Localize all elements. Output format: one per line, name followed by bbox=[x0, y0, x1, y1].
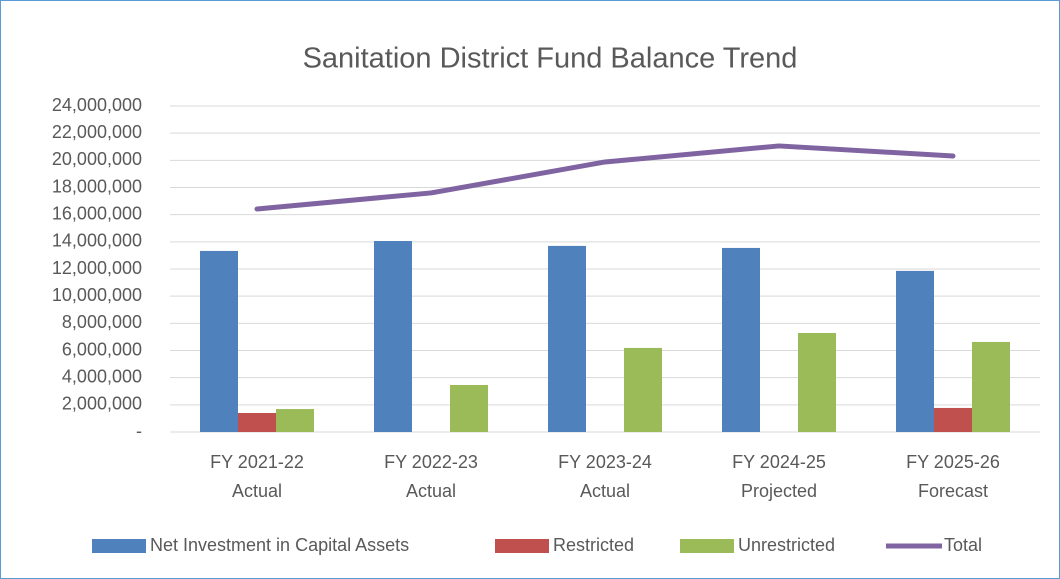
legend-swatch bbox=[495, 539, 549, 553]
y-tick-label: 10,000,000 bbox=[52, 285, 142, 305]
legend-swatch bbox=[92, 539, 146, 553]
x-tick-label: FY 2023-24 bbox=[558, 452, 652, 472]
legend-label: Net Investment in Capital Assets bbox=[150, 535, 409, 555]
y-tick-label: 16,000,000 bbox=[52, 203, 142, 223]
y-tick-label: 14,000,000 bbox=[52, 231, 142, 251]
legend-swatch bbox=[680, 539, 734, 553]
y-tick-label: 24,000,000 bbox=[52, 95, 142, 115]
x-tick-label: Actual bbox=[580, 481, 630, 501]
y-tick-label: 20,000,000 bbox=[52, 149, 142, 169]
x-tick-label: Forecast bbox=[918, 481, 988, 501]
line bbox=[254, 143, 956, 212]
chart-title: Sanitation District Fund Balance Trend bbox=[303, 43, 798, 75]
legend-label: Total bbox=[944, 535, 982, 555]
bar bbox=[722, 247, 760, 432]
x-tick-label: Projected bbox=[741, 481, 817, 501]
y-tick-label: 4,000,000 bbox=[62, 366, 142, 386]
bar bbox=[624, 347, 662, 432]
bar bbox=[896, 270, 934, 432]
bar bbox=[276, 409, 314, 432]
bar bbox=[450, 385, 488, 432]
y-tick-label: 22,000,000 bbox=[52, 122, 142, 142]
x-tick-label: FY 2022-23 bbox=[384, 452, 478, 472]
bar bbox=[972, 341, 1010, 432]
bar bbox=[798, 332, 836, 432]
bar bbox=[200, 250, 238, 432]
y-tick-label: 18,000,000 bbox=[52, 176, 142, 196]
bar bbox=[374, 241, 412, 432]
y-tick-label: 2,000,000 bbox=[62, 394, 142, 414]
y-tick-label: 8,000,000 bbox=[62, 312, 142, 332]
x-tick-label: Actual bbox=[406, 481, 456, 501]
x-tick-label: Actual bbox=[232, 481, 282, 501]
legend-label: Unrestricted bbox=[738, 535, 835, 555]
legend-label: Restricted bbox=[553, 535, 634, 555]
y-tick-label: - bbox=[136, 421, 142, 441]
x-tick-label: FY 2024-25 bbox=[732, 452, 826, 472]
bar bbox=[934, 407, 972, 432]
y-tick-label: 12,000,000 bbox=[52, 258, 142, 278]
y-tick-label: 6,000,000 bbox=[62, 339, 142, 359]
x-tick-label: FY 2021-22 bbox=[210, 452, 304, 472]
bar bbox=[548, 245, 586, 432]
x-tick-label: FY 2025-26 bbox=[906, 452, 1000, 472]
bar bbox=[238, 412, 276, 432]
